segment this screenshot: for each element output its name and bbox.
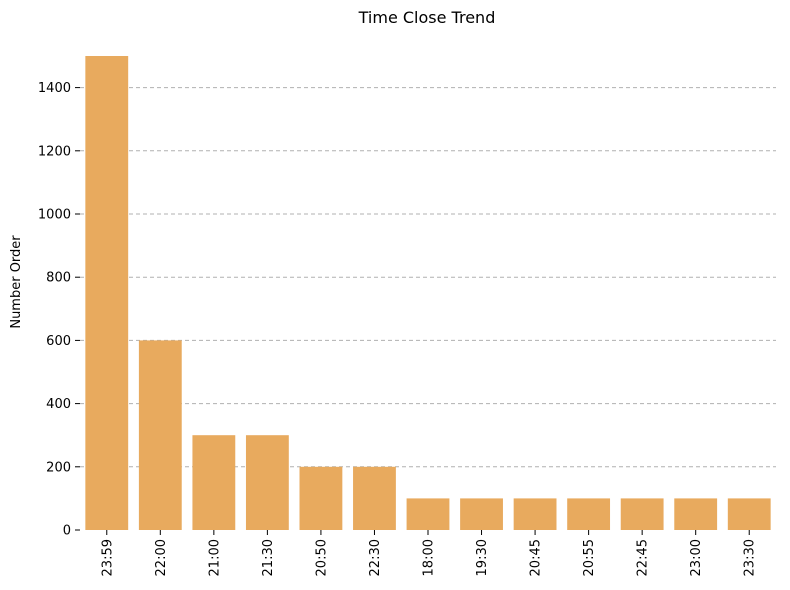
x-tick-label: 22:30 bbox=[368, 539, 383, 576]
y-tick-label: 0 bbox=[63, 524, 71, 539]
bar-2100 bbox=[192, 435, 236, 530]
y-axis-label: Number Order bbox=[9, 235, 24, 329]
bar-2230 bbox=[353, 466, 396, 530]
bar-2330 bbox=[727, 498, 771, 530]
x-tick-label: 21:00 bbox=[207, 539, 222, 576]
bar-1800 bbox=[406, 498, 450, 530]
x-tick-label: 23:00 bbox=[689, 539, 704, 576]
bar-2050 bbox=[299, 466, 343, 530]
bar-2245 bbox=[620, 498, 664, 530]
y-tick-label: 800 bbox=[46, 271, 71, 286]
bar-2045 bbox=[513, 498, 557, 530]
x-tick-label: 22:45 bbox=[636, 539, 651, 576]
y-tick-label: 400 bbox=[46, 397, 71, 412]
y-tick-label: 200 bbox=[46, 460, 71, 475]
grid-lines bbox=[80, 87, 776, 468]
x-tick-label: 19:30 bbox=[475, 539, 490, 576]
bar-2055 bbox=[567, 498, 611, 530]
bar-1930 bbox=[460, 498, 503, 530]
x-tick-label: 18:00 bbox=[422, 539, 437, 576]
bar-2300 bbox=[674, 498, 718, 530]
y-tick-label: 1400 bbox=[38, 81, 71, 96]
bars bbox=[85, 56, 771, 530]
x-tick-label: 20:45 bbox=[529, 539, 544, 576]
y-axis-ticks: 0 200 400 600 800 1000 1200 1400 bbox=[38, 81, 80, 539]
bar-2200 bbox=[138, 340, 182, 530]
x-tick-label: 23:59 bbox=[100, 539, 115, 576]
x-tick-label: 21:30 bbox=[261, 539, 276, 576]
x-axis-ticks: 23:59 22:00 21:00 21:30 20:50 22:30 18:00 19:30… bbox=[100, 530, 758, 576]
x-tick-label: 20:55 bbox=[582, 539, 597, 576]
x-tick-label: 23:30 bbox=[743, 539, 758, 576]
x-tick-label: 20:50 bbox=[314, 539, 329, 576]
y-tick-label: 1000 bbox=[38, 208, 71, 223]
chart-title: Time Close Trend bbox=[358, 8, 496, 27]
y-tick-label: 600 bbox=[46, 334, 71, 349]
bar-2130 bbox=[245, 435, 289, 530]
bar-2359 bbox=[85, 56, 129, 530]
y-tick-label: 1200 bbox=[38, 144, 71, 159]
x-tick-label: 22:00 bbox=[154, 539, 169, 576]
